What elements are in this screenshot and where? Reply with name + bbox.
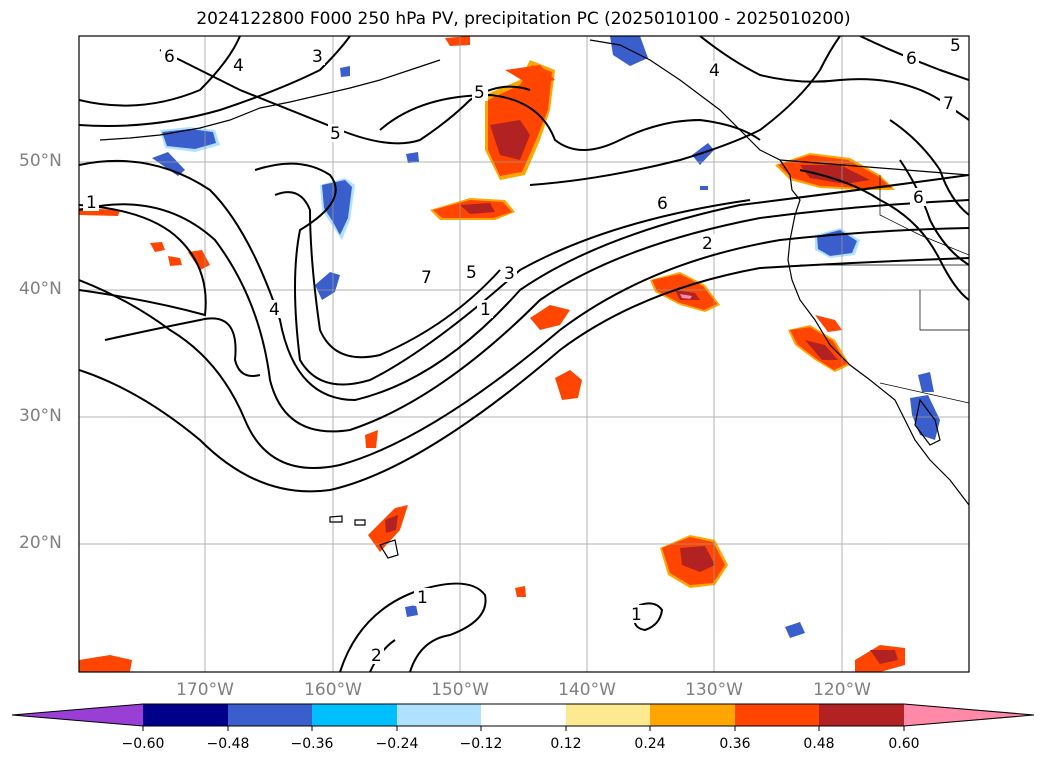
lon-label: 130°W [685,680,743,700]
contour-label: 7 [421,268,432,288]
contour-label: 5 [466,263,477,283]
lat-label: 30°N [19,406,62,426]
contour-label: 5 [330,124,341,144]
pv-contours [79,36,969,672]
colorbar-tick-label: −0.48 [206,736,250,752]
lon-label: 150°W [431,680,489,700]
contour-label: 6 [657,194,668,214]
contour-label: 2 [702,234,713,254]
contour-label: 1 [631,605,642,625]
contour-label: 1 [417,588,428,608]
colorbar-tick-label: 0.24 [634,736,666,752]
colorbar-tick-label: −0.12 [459,736,503,752]
lat-label: 20°N [19,533,62,553]
contour-label-group: 6 4 3 5 5 4 1 4 7 5 3 1 2 6 6 7 6 5 1 2 … [83,36,963,666]
map-title: 2024122800 F000 250 hPa PV, precipitatio… [196,9,851,29]
colorbar-tick-label: 0.12 [550,736,582,752]
colorbar-tick-label: 0.36 [719,736,751,752]
contour-label: 1 [480,300,491,320]
plot-area: 6 4 3 5 5 4 1 4 7 5 3 1 2 6 6 7 6 5 1 2 … [79,36,969,672]
colorbar-tick-label: −0.60 [121,736,165,752]
contour-label: 2 [371,646,382,666]
lat-label: 50°N [19,151,62,171]
plot-frame [78,35,970,673]
contour-label: 7 [943,94,954,114]
colorbar [11,703,1035,731]
colorbar-tick-label: −0.36 [290,736,334,752]
contour-label: 1 [86,193,97,213]
contour-label: 6 [913,188,924,208]
lon-label: 160°W [304,680,362,700]
contour-label: 4 [709,61,720,81]
colorbar-extend-max [904,704,1034,726]
colorbar-tick-label: −0.24 [375,736,419,752]
contour-label: 5 [950,36,961,56]
lat-label: 40°N [19,279,62,299]
lon-label: 140°W [558,680,616,700]
graticule [79,36,969,672]
contour-label: 6 [164,47,175,67]
lon-label: 120°W [813,680,871,700]
contour-label: 5 [474,83,485,103]
contour-label: 6 [906,49,917,69]
contour-label: 3 [504,264,515,284]
colorbar-tick-label: 0.60 [888,736,920,752]
contour-label: 4 [233,56,244,76]
lon-label: 170°W [176,680,234,700]
colorbar-extend-min [12,704,143,726]
contour-label: 4 [269,300,280,320]
contour-label: 3 [312,47,323,67]
colorbar-tick-label: 0.48 [803,736,835,752]
